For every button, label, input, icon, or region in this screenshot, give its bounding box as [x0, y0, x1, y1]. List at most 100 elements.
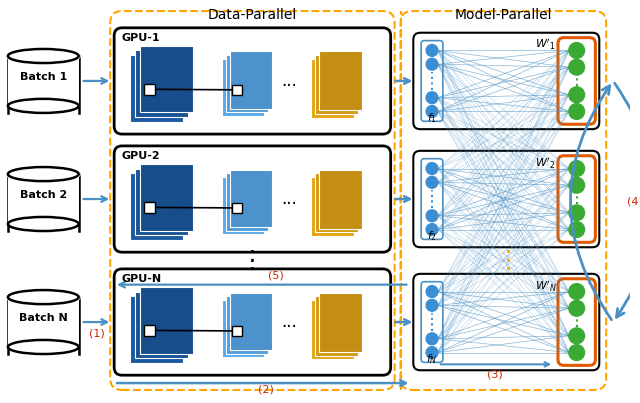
- Text: $f_2$: $f_2$: [427, 230, 437, 243]
- Text: GPU-2: GPU-2: [121, 151, 159, 161]
- FancyBboxPatch shape: [130, 173, 183, 240]
- Circle shape: [426, 347, 438, 358]
- Circle shape: [569, 43, 584, 58]
- Ellipse shape: [8, 290, 79, 304]
- Text: Data-Parallel: Data-Parallel: [208, 8, 297, 22]
- Ellipse shape: [8, 49, 79, 63]
- FancyBboxPatch shape: [558, 37, 595, 124]
- Circle shape: [426, 333, 438, 345]
- FancyArrowPatch shape: [614, 83, 640, 317]
- FancyBboxPatch shape: [311, 59, 355, 118]
- Text: (4): (4): [627, 197, 640, 206]
- Ellipse shape: [8, 99, 79, 113]
- Circle shape: [426, 92, 438, 104]
- Ellipse shape: [8, 167, 79, 181]
- Text: Model-Parallel: Model-Parallel: [454, 8, 552, 22]
- Ellipse shape: [8, 290, 79, 304]
- Bar: [232, 85, 242, 95]
- Circle shape: [569, 300, 584, 316]
- Text: $W'_1$: $W'_1$: [535, 37, 556, 52]
- Text: (3): (3): [487, 369, 503, 379]
- Text: (2): (2): [259, 384, 274, 394]
- FancyBboxPatch shape: [130, 297, 183, 364]
- FancyBboxPatch shape: [230, 293, 271, 350]
- Text: (1): (1): [88, 329, 104, 339]
- Circle shape: [569, 177, 584, 193]
- Text: ...: ...: [282, 190, 297, 208]
- FancyBboxPatch shape: [413, 274, 599, 370]
- Text: Batch 1: Batch 1: [20, 72, 67, 82]
- FancyBboxPatch shape: [227, 173, 268, 231]
- FancyArrowPatch shape: [570, 86, 611, 320]
- Text: Batch N: Batch N: [19, 313, 68, 323]
- Text: (5): (5): [268, 271, 284, 281]
- FancyBboxPatch shape: [140, 46, 193, 112]
- FancyBboxPatch shape: [315, 297, 358, 355]
- FancyBboxPatch shape: [413, 151, 599, 247]
- FancyBboxPatch shape: [319, 170, 362, 229]
- FancyBboxPatch shape: [319, 52, 362, 110]
- Circle shape: [426, 286, 438, 297]
- FancyBboxPatch shape: [135, 291, 188, 358]
- FancyBboxPatch shape: [227, 297, 268, 353]
- FancyBboxPatch shape: [135, 50, 188, 117]
- Ellipse shape: [8, 217, 79, 231]
- Ellipse shape: [8, 340, 79, 354]
- Text: GPU-1: GPU-1: [121, 33, 159, 43]
- FancyBboxPatch shape: [223, 300, 264, 357]
- Bar: [8, 174, 79, 224]
- FancyBboxPatch shape: [230, 170, 271, 226]
- FancyBboxPatch shape: [558, 156, 595, 242]
- Text: ...: ...: [282, 72, 297, 90]
- Bar: [8, 297, 79, 347]
- Circle shape: [426, 106, 438, 117]
- Circle shape: [569, 284, 584, 299]
- Text: $W'_2$: $W'_2$: [535, 156, 556, 170]
- FancyBboxPatch shape: [413, 33, 599, 129]
- FancyBboxPatch shape: [114, 146, 390, 252]
- FancyBboxPatch shape: [223, 177, 264, 235]
- FancyBboxPatch shape: [114, 269, 390, 375]
- Text: Batch 2: Batch 2: [20, 190, 67, 200]
- Circle shape: [426, 299, 438, 311]
- Bar: [232, 203, 242, 213]
- FancyBboxPatch shape: [230, 52, 271, 108]
- Bar: [143, 202, 154, 213]
- Circle shape: [569, 345, 584, 360]
- Text: GPU-N: GPU-N: [121, 274, 161, 284]
- Circle shape: [569, 222, 584, 237]
- FancyBboxPatch shape: [227, 55, 268, 112]
- Circle shape: [426, 58, 438, 70]
- FancyBboxPatch shape: [135, 168, 188, 235]
- Ellipse shape: [8, 49, 79, 63]
- Bar: [143, 325, 154, 336]
- FancyBboxPatch shape: [140, 287, 193, 353]
- FancyBboxPatch shape: [140, 164, 193, 231]
- FancyBboxPatch shape: [311, 177, 355, 237]
- Bar: [232, 326, 242, 336]
- FancyBboxPatch shape: [311, 300, 355, 359]
- Circle shape: [426, 163, 438, 174]
- Bar: [143, 84, 154, 95]
- FancyBboxPatch shape: [130, 55, 183, 122]
- FancyBboxPatch shape: [315, 55, 358, 114]
- Text: $f_1$: $f_1$: [427, 112, 437, 125]
- Text: ⋮: ⋮: [240, 249, 265, 272]
- Ellipse shape: [8, 167, 79, 181]
- Circle shape: [426, 224, 438, 235]
- Circle shape: [426, 45, 438, 56]
- Text: $f_N$: $f_N$: [426, 353, 438, 366]
- FancyBboxPatch shape: [319, 293, 362, 351]
- FancyBboxPatch shape: [315, 173, 358, 233]
- Circle shape: [426, 177, 438, 188]
- FancyBboxPatch shape: [558, 279, 595, 366]
- Text: $W'_N$: $W'_N$: [535, 279, 557, 293]
- Circle shape: [569, 205, 584, 221]
- Text: ⋮: ⋮: [496, 249, 521, 272]
- Circle shape: [569, 328, 584, 344]
- FancyBboxPatch shape: [223, 59, 264, 116]
- FancyBboxPatch shape: [114, 28, 390, 134]
- Circle shape: [569, 104, 584, 119]
- Circle shape: [569, 87, 584, 103]
- Circle shape: [569, 59, 584, 75]
